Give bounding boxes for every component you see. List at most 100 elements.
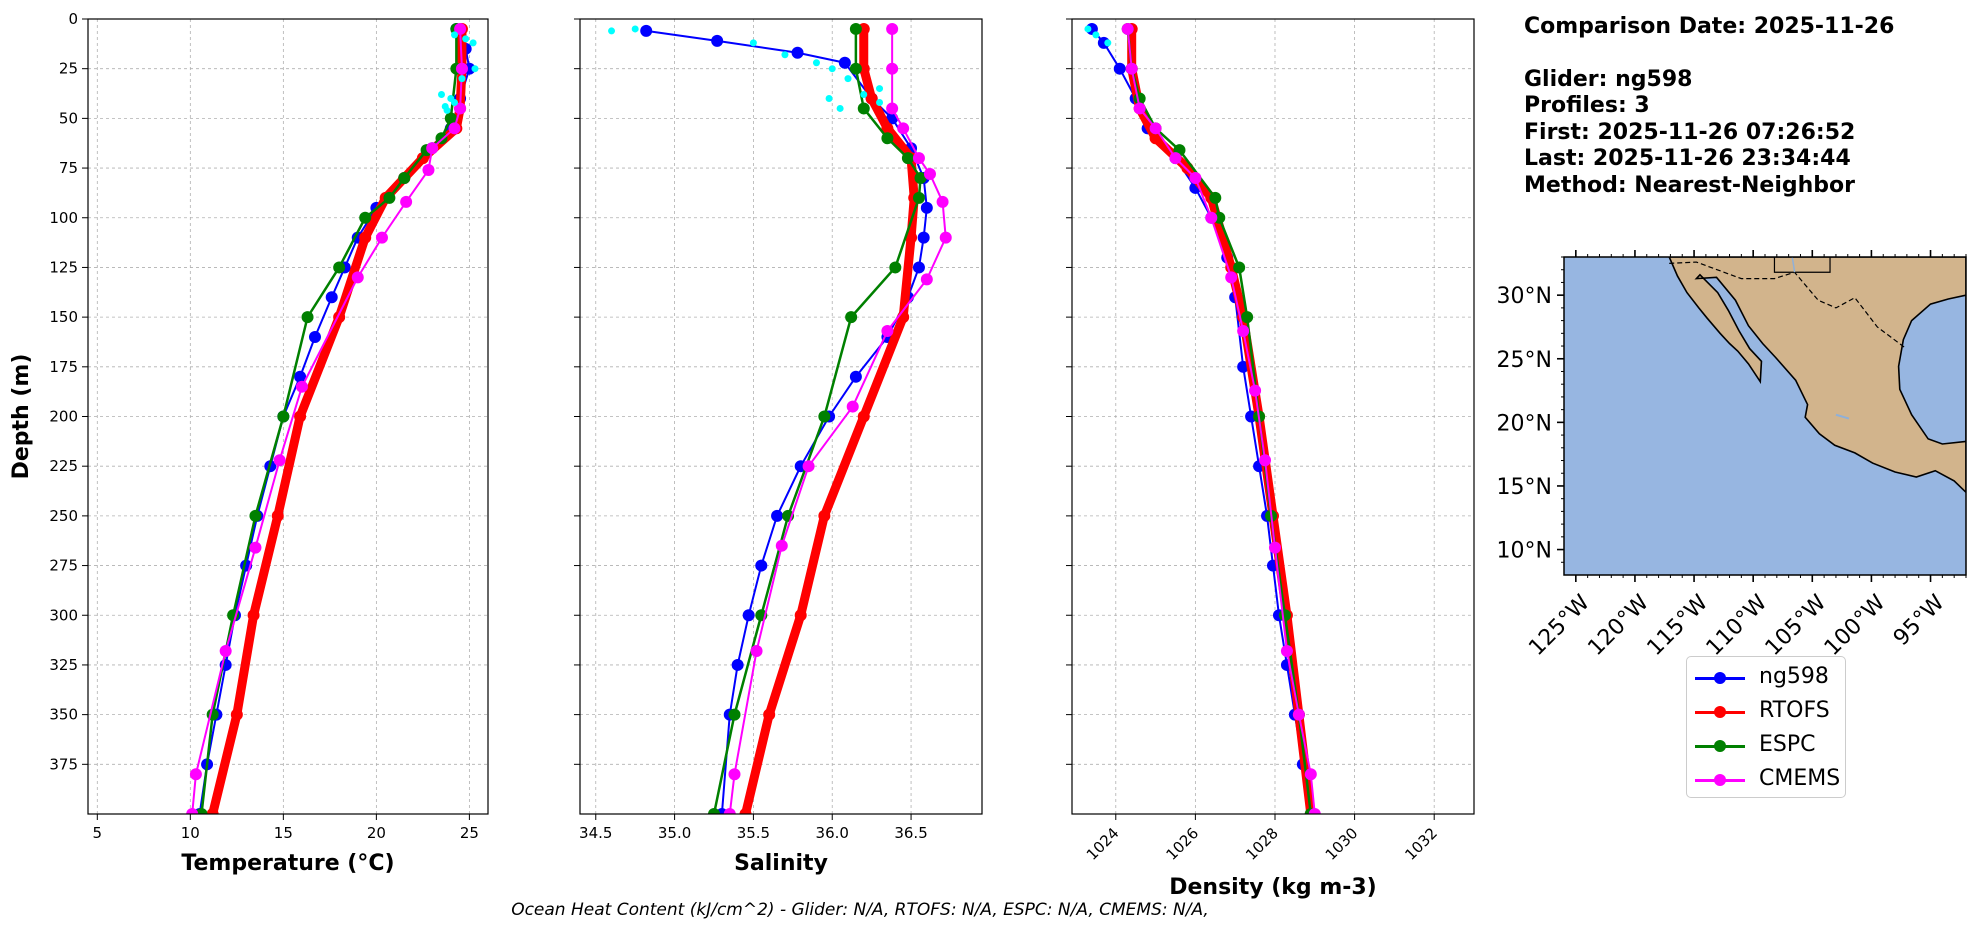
- raw-point: [608, 27, 616, 35]
- raw-point: [458, 75, 466, 83]
- series-point-ESPC: [857, 102, 870, 115]
- y-tick-label: 0: [68, 10, 78, 28]
- x-tick-label: 36.0: [816, 824, 849, 842]
- series-point-ESPC: [708, 808, 720, 814]
- raw-point: [443, 106, 451, 114]
- last-time: Last: 2025-11-26 23:34:44: [1524, 146, 1851, 171]
- series-point-ng598: [771, 509, 784, 522]
- series-point-CMEMS: [1304, 768, 1317, 781]
- series-point-CMEMS: [886, 22, 899, 35]
- raw-point: [437, 91, 445, 99]
- y-tick-label: 250: [49, 507, 78, 525]
- series-point-ESPC: [333, 261, 346, 274]
- y-axis-label: Depth (m): [9, 354, 34, 480]
- y-tick-label: 75: [59, 159, 78, 177]
- series-point-CMEMS: [723, 808, 736, 814]
- series-point-CMEMS: [351, 271, 364, 284]
- series-point-RTOFS: [857, 410, 870, 423]
- x-tick-label: 1028: [1242, 824, 1282, 864]
- series-point-ng598: [912, 261, 925, 274]
- series-point-CMEMS: [448, 122, 461, 135]
- series-point-CMEMS: [422, 164, 435, 177]
- series-point-ng598: [920, 201, 933, 214]
- series-point-RTOFS: [230, 708, 243, 721]
- raw-point: [1104, 39, 1112, 47]
- map-gulf: [1897, 294, 1966, 445]
- series-point-CMEMS: [1225, 271, 1238, 284]
- series-point-RTOFS: [881, 122, 894, 135]
- raw-point: [469, 39, 477, 47]
- series-point-ng598: [849, 370, 862, 383]
- series-point-ESPC: [1278, 609, 1291, 622]
- series-point-ESPC: [249, 509, 262, 522]
- map-lon-label: 110°W: [1702, 590, 1773, 661]
- y-tick-label: 300: [49, 606, 78, 624]
- series-point-CMEMS: [920, 273, 933, 286]
- series-point-RTOFS: [1149, 132, 1162, 145]
- series-point-ESPC: [849, 22, 862, 35]
- series-point-ng598: [917, 231, 930, 244]
- legend-label: CMEMS: [1759, 766, 1841, 791]
- series-point-CMEMS: [186, 808, 199, 814]
- series-point-ng598: [711, 34, 724, 47]
- series-point-CMEMS: [886, 102, 899, 115]
- series-point-ESPC: [818, 410, 831, 423]
- legend-item-ng598: ng598: [1695, 663, 1845, 693]
- raw-point: [876, 98, 884, 106]
- legend-item-cmems: CMEMS: [1695, 765, 1845, 795]
- legend: ng598 RTOFS ESPC CMEMS: [1686, 656, 1846, 798]
- series-point-RTOFS: [359, 231, 372, 244]
- series-group: [1084, 22, 1321, 814]
- series-point-CMEMS: [1308, 808, 1321, 814]
- x-tick-label: 36.5: [894, 824, 927, 842]
- raw-point: [451, 31, 459, 39]
- comparison-date: Comparison Date: 2025-11-26: [1524, 14, 1895, 39]
- map-lon-label: 120°W: [1583, 590, 1654, 661]
- series-point-CMEMS: [1121, 22, 1134, 35]
- series-point-ng598: [731, 658, 744, 671]
- series-point-CMEMS: [1125, 62, 1138, 75]
- series-point-CMEMS: [1169, 152, 1182, 165]
- map-land: [1668, 257, 1966, 494]
- y-tick-label: 375: [49, 755, 78, 773]
- y-tick-label: 275: [49, 557, 78, 575]
- profiles-count: Profiles: 3: [1524, 93, 1650, 118]
- series-point-CMEMS: [750, 645, 763, 658]
- series-point-CMEMS: [1189, 172, 1202, 184]
- map-state-line: [1773, 257, 1831, 273]
- y-tick-label: 50: [59, 109, 78, 127]
- series-line-ESPC: [712, 28, 922, 814]
- map-content: [1668, 257, 1966, 494]
- y-tick-label: 200: [49, 408, 78, 426]
- y-tick-label: 100: [49, 209, 78, 227]
- map-lat-label: 20°N: [1497, 411, 1552, 436]
- x-tick-label: 34.5: [579, 824, 612, 842]
- series-line-RTOFS: [1127, 28, 1316, 814]
- series-line-CMEMS: [1126, 28, 1316, 814]
- series-point-CMEMS: [375, 231, 388, 244]
- raw-point: [462, 35, 470, 43]
- map-lat-label: 15°N: [1497, 475, 1552, 500]
- raw-point: [836, 104, 844, 112]
- series-point-CMEMS: [219, 645, 232, 658]
- raw-point: [631, 25, 639, 33]
- series-point-CMEMS: [923, 168, 936, 181]
- y-tick-label: 125: [49, 258, 78, 276]
- series-point-ESPC: [1209, 191, 1222, 204]
- series-point-ESPC: [881, 132, 894, 145]
- series-point-ESPC: [398, 172, 411, 184]
- series-point-ESPC: [901, 152, 914, 165]
- raw-point: [749, 39, 757, 47]
- x-axis-label: Temperature (°C): [181, 851, 394, 876]
- raw-point: [451, 98, 459, 106]
- raw-point: [781, 51, 789, 59]
- y-tick-label: 350: [49, 706, 78, 724]
- series-point-RTOFS: [818, 509, 831, 522]
- series-point-ESPC: [383, 191, 396, 204]
- series-point-RTOFS: [206, 808, 219, 814]
- series-point-ng598: [640, 24, 653, 37]
- series-point-ESPC: [1233, 261, 1246, 274]
- info-panel: Comparison Date: 2025-11-26 Glider: ng598…: [1524, 14, 1894, 199]
- series-point-ESPC: [301, 311, 314, 324]
